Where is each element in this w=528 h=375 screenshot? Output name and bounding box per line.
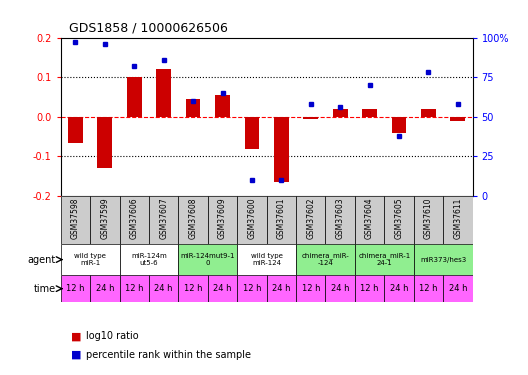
Bar — [61, 244, 119, 275]
Bar — [178, 275, 208, 302]
Bar — [384, 275, 414, 302]
Bar — [98, 117, 112, 168]
Bar — [274, 117, 289, 182]
Text: 24 h: 24 h — [331, 284, 350, 293]
Bar — [90, 196, 119, 244]
Bar — [296, 196, 325, 244]
Text: 24 h: 24 h — [213, 284, 232, 293]
Text: GSM37608: GSM37608 — [188, 198, 197, 239]
Text: 12 h: 12 h — [243, 284, 261, 293]
Text: wild type
miR-1: wild type miR-1 — [74, 253, 106, 266]
Bar — [384, 196, 414, 244]
Bar — [149, 196, 178, 244]
Bar — [267, 196, 296, 244]
Bar — [333, 109, 347, 117]
Text: 24 h: 24 h — [449, 284, 467, 293]
Bar — [450, 117, 465, 121]
Bar — [178, 196, 208, 244]
Bar — [119, 244, 178, 275]
Bar — [355, 244, 414, 275]
Bar — [414, 244, 473, 275]
Text: miR-124mut9-1
0: miR-124mut9-1 0 — [181, 253, 235, 266]
Bar — [325, 275, 355, 302]
Text: GSM37606: GSM37606 — [130, 198, 139, 239]
Text: GSM37599: GSM37599 — [100, 198, 109, 239]
Text: miR373/hes3: miR373/hes3 — [420, 256, 466, 262]
Text: agent: agent — [27, 255, 55, 265]
Bar — [244, 117, 259, 148]
Bar — [237, 196, 267, 244]
Text: GDS1858 / 10000626506: GDS1858 / 10000626506 — [69, 22, 228, 35]
Bar — [90, 275, 119, 302]
Text: GSM37609: GSM37609 — [218, 198, 227, 239]
Bar — [149, 275, 178, 302]
Bar — [61, 275, 90, 302]
Text: GSM37605: GSM37605 — [394, 198, 403, 239]
Bar — [186, 99, 201, 117]
Bar — [208, 275, 237, 302]
Text: chimera_miR-1
24-1: chimera_miR-1 24-1 — [358, 253, 410, 267]
Bar — [296, 244, 355, 275]
Bar — [421, 109, 436, 117]
Text: 12 h: 12 h — [419, 284, 438, 293]
Bar — [304, 117, 318, 119]
Text: log10 ratio: log10 ratio — [86, 331, 139, 341]
Bar — [237, 244, 296, 275]
Bar — [362, 109, 377, 117]
Bar — [68, 117, 83, 142]
Bar — [443, 196, 473, 244]
Text: percentile rank within the sample: percentile rank within the sample — [86, 350, 251, 360]
Text: 24 h: 24 h — [154, 284, 173, 293]
Text: GSM37600: GSM37600 — [248, 198, 257, 239]
Text: GSM37604: GSM37604 — [365, 198, 374, 239]
Text: chimera_miR-
-124: chimera_miR- -124 — [301, 253, 350, 267]
Text: GSM37611: GSM37611 — [454, 198, 463, 239]
Text: GSM37601: GSM37601 — [277, 198, 286, 239]
Bar — [443, 275, 473, 302]
Text: GSM37603: GSM37603 — [336, 198, 345, 239]
Text: 24 h: 24 h — [96, 284, 114, 293]
Text: wild type
miR-124: wild type miR-124 — [251, 253, 282, 266]
Text: 12 h: 12 h — [66, 284, 84, 293]
Text: ■: ■ — [71, 331, 82, 341]
Text: 24 h: 24 h — [390, 284, 408, 293]
Bar — [392, 117, 407, 133]
Text: GSM37602: GSM37602 — [306, 198, 315, 239]
Bar — [237, 275, 267, 302]
Text: time: time — [33, 284, 55, 294]
Text: 12 h: 12 h — [301, 284, 320, 293]
Bar — [156, 69, 171, 117]
Text: GSM37598: GSM37598 — [71, 198, 80, 239]
Bar — [215, 95, 230, 117]
Text: GSM37607: GSM37607 — [159, 198, 168, 239]
Bar — [61, 196, 90, 244]
Bar — [119, 196, 149, 244]
Text: 12 h: 12 h — [125, 284, 144, 293]
Bar — [127, 77, 142, 117]
Bar — [414, 275, 443, 302]
Bar — [414, 196, 443, 244]
Text: 12 h: 12 h — [184, 284, 202, 293]
Text: 12 h: 12 h — [360, 284, 379, 293]
Text: miR-124m
ut5-6: miR-124m ut5-6 — [131, 253, 167, 266]
Bar — [355, 196, 384, 244]
Bar — [325, 196, 355, 244]
Text: 24 h: 24 h — [272, 284, 290, 293]
Bar — [267, 275, 296, 302]
Bar — [296, 275, 325, 302]
Bar — [119, 275, 149, 302]
Text: ■: ■ — [71, 350, 82, 360]
Bar — [355, 275, 384, 302]
Bar — [208, 196, 237, 244]
Text: GSM37610: GSM37610 — [424, 198, 433, 239]
Bar — [178, 244, 237, 275]
